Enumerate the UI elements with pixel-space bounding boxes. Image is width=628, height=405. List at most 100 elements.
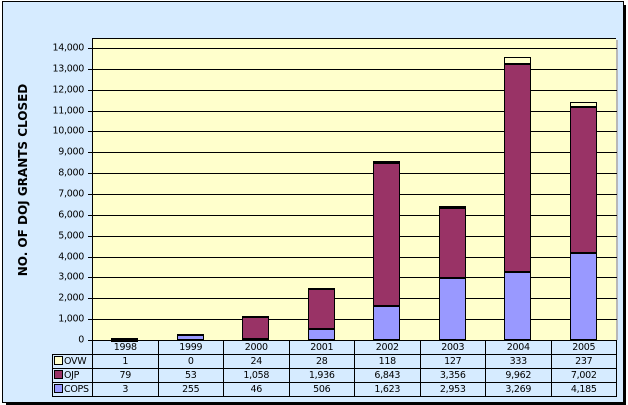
y-tick-label: 13,000 xyxy=(52,63,85,75)
y-tick-label: 7,000 xyxy=(58,188,84,200)
y-tick-label: 1,000 xyxy=(58,313,84,325)
y-tick-label: 3,000 xyxy=(58,271,84,283)
data-table-year-header: 1999 xyxy=(157,340,224,355)
data-table: 1998 1999 2000 2001 2002 2003 2004 2005 OVW 1 0 24… xyxy=(52,340,617,397)
bar-ojp-2003 xyxy=(438,208,466,279)
data-table-cell: 3,269 xyxy=(485,382,552,397)
data-table-cell: 1,623 xyxy=(354,382,421,397)
gridline xyxy=(93,319,617,321)
gridline xyxy=(93,277,617,279)
bar-cops-2001 xyxy=(307,329,335,340)
data-table-corner xyxy=(53,341,93,355)
data-table-cell: 6,843 xyxy=(354,368,421,383)
bar-ojp-2004 xyxy=(504,64,532,272)
data-table-row-cops: COPS 3 255 46 506 1,623 2,953 3,269 4,185 xyxy=(52,382,617,397)
data-table-cell: 0 xyxy=(157,354,224,369)
legend-entry-ovw: OVW xyxy=(52,354,93,369)
y-tick-label: 0 xyxy=(78,334,84,346)
y-tick-mark xyxy=(88,110,92,112)
legend-label: OJP xyxy=(64,370,80,381)
y-tick-label: 12,000 xyxy=(52,84,85,96)
data-table-cell: 506 xyxy=(288,382,355,397)
data-table-year-header: 2005 xyxy=(550,340,617,355)
y-tick-label: 4,000 xyxy=(58,251,84,263)
data-table-cell: 237 xyxy=(550,354,617,369)
data-table-cell: 3 xyxy=(92,382,159,397)
data-table-cell: 1 xyxy=(92,354,159,369)
plot-area-shadow xyxy=(616,40,618,340)
y-tick-mark xyxy=(88,152,92,154)
gridline xyxy=(93,152,617,154)
y-tick-label: 9,000 xyxy=(58,146,84,158)
y-tick-mark xyxy=(88,131,92,133)
data-table-cell: 333 xyxy=(485,354,552,369)
bar-ovw-2001 xyxy=(307,288,335,291)
data-table-cell: 255 xyxy=(157,382,224,397)
bar-ovw-2003 xyxy=(438,205,466,209)
y-tick-mark xyxy=(88,319,92,321)
plot-area xyxy=(88,38,617,342)
y-tick-mark xyxy=(88,89,92,91)
legend-swatch-icon xyxy=(54,384,63,393)
bar-ojp-2002 xyxy=(373,163,401,307)
y-tick-mark xyxy=(88,48,92,49)
y-tick-mark xyxy=(88,173,92,175)
legend-label: OVW xyxy=(64,356,87,367)
y-tick-label: 11,000 xyxy=(52,105,85,117)
bar-ojp-2005 xyxy=(569,106,597,253)
data-table-cell: 4,185 xyxy=(550,382,617,397)
gridline xyxy=(93,110,617,112)
data-table-row-ojp: OJP 79 53 1,058 1,936 6,843 3,356 9,962 7,002 xyxy=(52,368,617,383)
data-table-cell: 3,356 xyxy=(419,368,486,383)
data-table-cell: 24 xyxy=(223,354,290,369)
bar-ovw-2000 xyxy=(242,316,270,319)
gridline xyxy=(93,298,617,300)
data-table-cell: 118 xyxy=(354,354,421,369)
gridline xyxy=(93,194,617,195)
data-table-cell: 9,962 xyxy=(485,368,552,383)
bar-cops-2004 xyxy=(504,271,532,340)
bar-ovw-1998 xyxy=(111,338,139,341)
y-tick-mark xyxy=(88,256,92,258)
y-tick-label: 10,000 xyxy=(52,125,85,137)
gridline xyxy=(93,235,617,237)
gridline xyxy=(93,214,617,216)
bar-ojp-2000 xyxy=(242,316,270,340)
y-tick-mark xyxy=(88,340,92,341)
y-axis-label: NO. OF DOJ GRANTS CLOSED xyxy=(8,60,38,300)
data-table-cell: 28 xyxy=(288,354,355,369)
gridline xyxy=(93,48,617,49)
bar-ojp-1999 xyxy=(176,333,204,336)
bar-cops-2005 xyxy=(569,252,597,340)
data-table-cell: 1,936 xyxy=(288,368,355,383)
y-tick-label: 5,000 xyxy=(58,230,84,242)
data-table-year-header: 2002 xyxy=(354,340,421,355)
y-tick-mark xyxy=(88,235,92,237)
gridline xyxy=(93,131,617,133)
gridline xyxy=(93,256,617,258)
y-tick-label: 8,000 xyxy=(58,167,84,179)
data-table-cell: 127 xyxy=(419,354,486,369)
y-tick-mark xyxy=(88,68,92,70)
bar-cops-2003 xyxy=(438,278,466,340)
data-table-year-header: 1998 xyxy=(92,340,159,355)
data-table-cell: 46 xyxy=(223,382,290,397)
bar-ovw-2002 xyxy=(373,160,401,164)
y-tick-mark xyxy=(88,214,92,216)
data-table-year-header: 2000 xyxy=(223,340,290,355)
y-tick-mark xyxy=(88,277,92,279)
y-tick-label: 14,000 xyxy=(52,42,85,54)
y-tick-label: 2,000 xyxy=(58,292,84,304)
y-tick-mark xyxy=(88,298,92,300)
data-table-year-header: 2001 xyxy=(288,340,355,355)
y-tick-label: 6,000 xyxy=(58,209,84,221)
bar-ovw-2005 xyxy=(569,101,597,107)
legend-entry-cops: COPS xyxy=(52,382,93,397)
bar-cops-2002 xyxy=(373,306,401,340)
gridline xyxy=(93,68,617,70)
gridline xyxy=(93,89,617,91)
legend-label: COPS xyxy=(64,384,89,395)
data-table-cell: 1,058 xyxy=(223,368,290,383)
bar-ovw-2004 xyxy=(504,57,532,65)
legend-entry-ojp: OJP xyxy=(52,368,93,383)
